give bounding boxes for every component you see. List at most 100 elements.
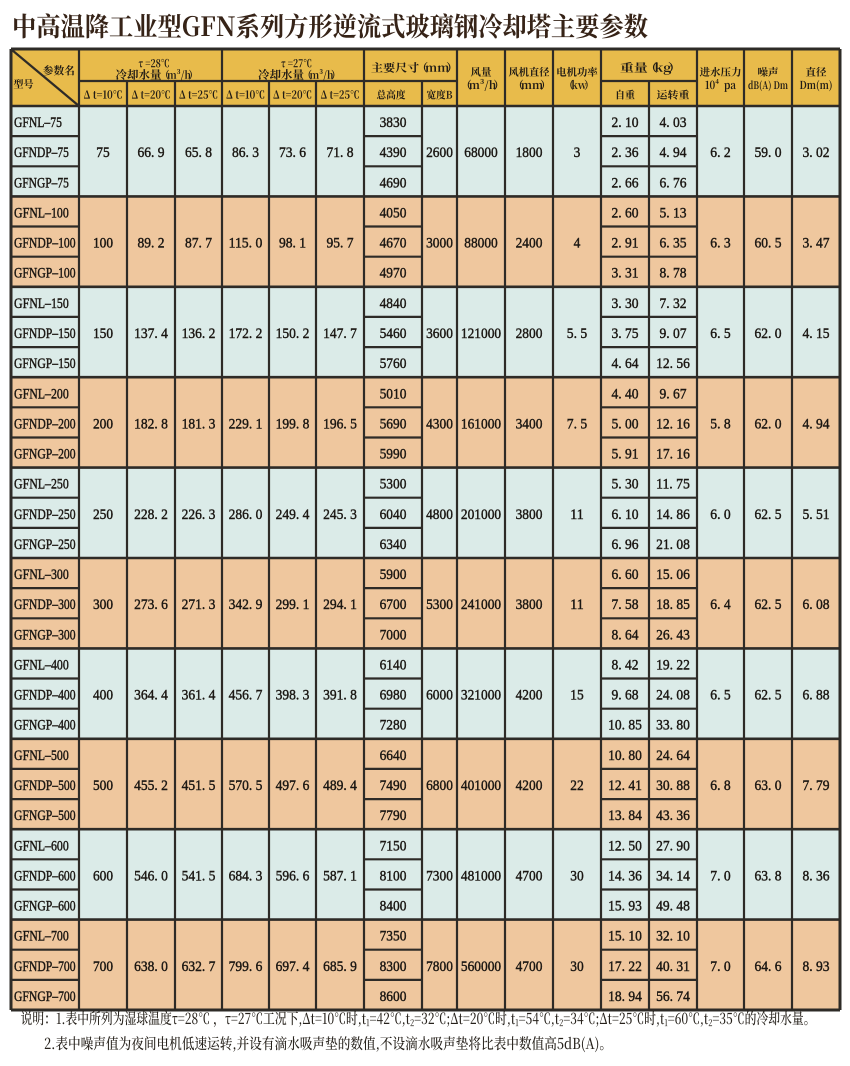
svg-text:5300: 5300	[426, 597, 453, 613]
svg-text:3800: 3800	[516, 507, 543, 523]
svg-text:43. 36: 43. 36	[656, 808, 690, 824]
svg-text:3800: 3800	[516, 597, 543, 613]
svg-text:245. 3: 245. 3	[323, 507, 357, 523]
svg-text:4. 03: 4. 03	[659, 115, 686, 131]
svg-text:11. 75: 11. 75	[656, 477, 690, 493]
svg-text:4. 94: 4. 94	[659, 145, 687, 161]
svg-text:150. 2: 150. 2	[276, 326, 310, 342]
svg-text:7790: 7790	[380, 808, 407, 824]
svg-text:14. 86: 14. 86	[656, 507, 690, 523]
svg-text:249. 4: 249. 4	[276, 507, 310, 523]
svg-text:391. 8: 391. 8	[323, 688, 357, 704]
svg-text:3830: 3830	[380, 115, 407, 131]
svg-text:199. 8: 199. 8	[276, 416, 310, 432]
svg-text:30: 30	[570, 868, 583, 884]
svg-text:182. 8: 182. 8	[134, 416, 168, 432]
svg-text:9. 68: 9. 68	[611, 688, 638, 704]
svg-text:228. 2: 228. 2	[134, 507, 168, 523]
svg-text:27. 90: 27. 90	[656, 838, 690, 854]
svg-text:GFNL–700: GFNL–700	[14, 929, 69, 945]
svg-text:6. 2: 6. 2	[710, 145, 730, 161]
svg-text:229. 1: 229. 1	[229, 416, 263, 432]
svg-text:12. 41: 12. 41	[608, 778, 642, 794]
svg-text:400: 400	[93, 688, 113, 704]
svg-text:161000: 161000	[461, 416, 501, 432]
svg-text:68000: 68000	[464, 145, 498, 161]
svg-text:GFNDP–200: GFNDP–200	[14, 416, 76, 432]
svg-text:799. 6: 799. 6	[229, 959, 263, 975]
svg-text:181. 3: 181. 3	[182, 416, 216, 432]
svg-text:4800: 4800	[426, 507, 453, 523]
svg-text:136. 2: 136. 2	[182, 326, 216, 342]
svg-text:18. 85: 18. 85	[656, 597, 690, 613]
svg-text:201000: 201000	[461, 507, 501, 523]
svg-text:4670: 4670	[380, 236, 407, 252]
svg-text:GFNGP–250: GFNGP–250	[14, 537, 76, 553]
svg-text:14. 36: 14. 36	[608, 868, 642, 884]
svg-text:456. 7: 456. 7	[229, 688, 263, 704]
svg-text:5. 91: 5. 91	[611, 447, 638, 463]
svg-text:489. 4: 489. 4	[323, 778, 357, 794]
svg-text:8400: 8400	[380, 899, 407, 915]
svg-text:3600: 3600	[426, 326, 453, 342]
svg-text:200: 200	[93, 416, 113, 432]
svg-text:10. 80: 10. 80	[608, 748, 642, 764]
svg-text:22: 22	[570, 778, 583, 794]
svg-text:271. 3: 271. 3	[182, 597, 216, 613]
svg-text:4690: 4690	[380, 175, 407, 191]
svg-text:49. 48: 49. 48	[656, 899, 690, 915]
svg-text:6. 88: 6. 88	[802, 688, 829, 704]
svg-text:6800: 6800	[426, 778, 453, 794]
svg-text:GFNDP–700: GFNDP–700	[14, 959, 76, 975]
svg-text:2. 10: 2. 10	[611, 115, 638, 131]
svg-text:137. 4: 137. 4	[134, 326, 168, 342]
svg-text:30. 88: 30. 88	[656, 778, 690, 794]
svg-text:GFNL–400: GFNL–400	[14, 658, 69, 674]
svg-text:286. 0: 286. 0	[229, 507, 263, 523]
svg-text:241000: 241000	[461, 597, 501, 613]
svg-text:6140: 6140	[380, 658, 407, 674]
svg-text:4390: 4390	[380, 145, 407, 161]
svg-text:40. 31: 40. 31	[656, 959, 690, 975]
svg-text:30: 30	[570, 959, 583, 975]
svg-text:73. 6: 73. 6	[279, 145, 307, 161]
svg-text:33. 80: 33. 80	[656, 718, 690, 734]
svg-text:2. 66: 2. 66	[611, 175, 639, 191]
svg-text:GFNGP–150: GFNGP–150	[14, 356, 76, 372]
svg-text:GFNL–150: GFNL–150	[14, 296, 69, 312]
svg-text:5. 8: 5. 8	[710, 416, 730, 432]
svg-text:GFNL–75: GFNL–75	[14, 115, 62, 131]
svg-text:587. 1: 587. 1	[323, 868, 357, 884]
svg-text:7. 32: 7. 32	[659, 296, 686, 312]
svg-text:9. 07: 9. 07	[659, 326, 687, 342]
svg-text:364. 4: 364. 4	[134, 688, 168, 704]
svg-text:121000: 121000	[461, 326, 501, 342]
svg-text:3. 47: 3. 47	[802, 236, 830, 252]
svg-text:GFNGP–75: GFNGP–75	[14, 175, 69, 191]
svg-text:24. 08: 24. 08	[656, 688, 690, 704]
svg-text:7490: 7490	[380, 778, 407, 794]
svg-text:2600: 2600	[426, 145, 453, 161]
svg-text:4: 4	[574, 236, 581, 252]
svg-text:7000: 7000	[380, 627, 407, 643]
svg-text:8. 64: 8. 64	[611, 627, 639, 643]
svg-text:600: 600	[93, 868, 113, 884]
svg-text:342. 9: 342. 9	[229, 597, 263, 613]
svg-text:7. 5: 7. 5	[567, 416, 587, 432]
svg-text:4. 15: 4. 15	[802, 326, 829, 342]
svg-text:11: 11	[570, 597, 583, 613]
svg-text:5. 13: 5. 13	[659, 206, 686, 222]
svg-text:481000: 481000	[461, 868, 501, 884]
svg-text:15. 93: 15. 93	[608, 899, 642, 915]
svg-text:75: 75	[96, 145, 109, 161]
svg-text:9. 67: 9. 67	[659, 386, 687, 402]
svg-text:62. 0: 62. 0	[754, 326, 781, 342]
svg-text:GFNL–600: GFNL–600	[14, 838, 69, 854]
svg-text:12. 16: 12. 16	[656, 416, 690, 432]
svg-text:4200: 4200	[516, 688, 543, 704]
svg-text:4300: 4300	[426, 416, 453, 432]
svg-text:62. 5: 62. 5	[754, 507, 781, 523]
svg-text:2800: 2800	[516, 326, 543, 342]
svg-text:7. 79: 7. 79	[802, 778, 829, 794]
svg-text:6. 3: 6. 3	[710, 236, 730, 252]
